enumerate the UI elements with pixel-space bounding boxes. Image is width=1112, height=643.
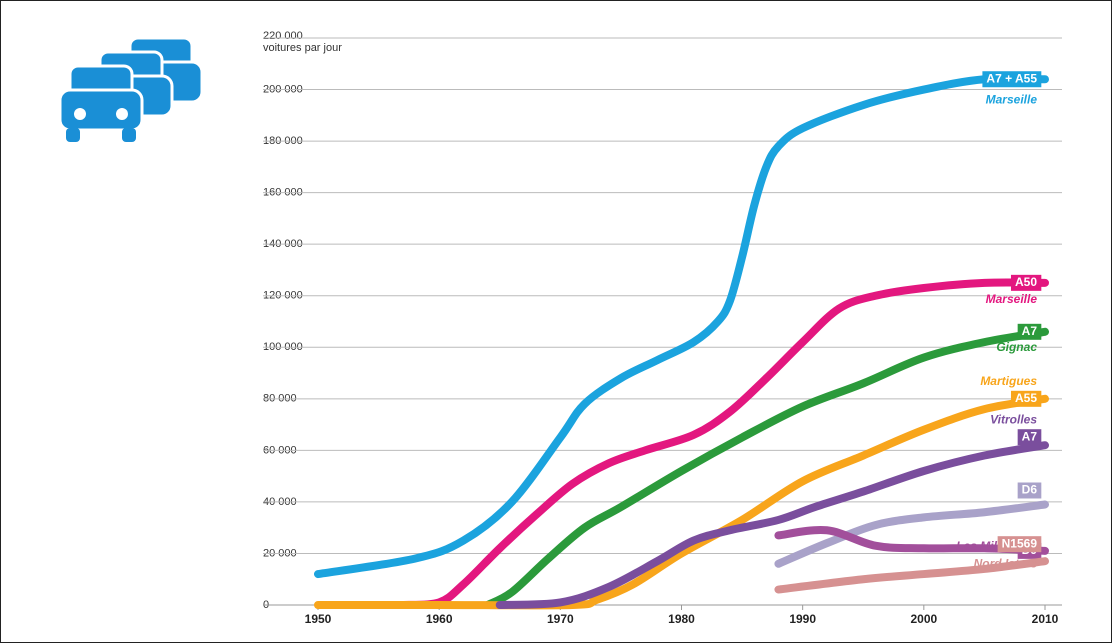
place-label: Marseille [986,292,1038,306]
legend-label: A55 [1015,391,1037,405]
legend-label: A7 [1022,429,1038,443]
legend-box [1010,274,1042,291]
line [774,557,1049,594]
legend-label: N1569 [1002,536,1038,550]
legend-box [1017,482,1042,499]
legend-entry: A7 + A55 Marseille [982,71,1042,106]
legend-entry: A55 Martigues [980,374,1042,407]
legend-entry: A7 Gignac [996,323,1042,354]
place-label: Vitrolles [990,412,1037,426]
x-tick-label: 1990 [789,612,816,626]
x-tick-label: 1980 [668,612,695,626]
legend-box [982,71,1042,88]
legend-entry: A7 Vitrolles [990,412,1042,446]
line [483,327,1049,609]
legend-box [1017,323,1042,340]
legend-entry: A50 Marseille [986,274,1042,306]
x-tick-label: 2010 [1032,612,1059,626]
x-tick-label: 1970 [547,612,574,626]
legend-entry: N1569 Nord Istres [974,536,1042,570]
place-label: Marseille [986,92,1038,106]
legend-box [1010,390,1042,407]
x-tick-label: 1950 [305,612,332,626]
x-tick-label: 1960 [426,612,453,626]
line [495,441,1049,609]
line [398,278,1049,609]
line [774,500,1049,568]
place-label: Martigues [980,374,1037,388]
legend-label: A50 [1015,275,1037,289]
legend-label: A7 + A55 [986,71,1037,85]
legend-box [997,536,1042,553]
x-tick-label: 2000 [910,612,937,626]
y-tick-label: 220 000 [263,30,303,42]
line [314,74,1049,579]
legend-box [1017,429,1042,446]
place-label: Nord Istres [974,556,1038,570]
legend-entry: D6 [1017,482,1042,499]
place-label: Gignac [996,340,1037,354]
legend-label: A7 [1022,324,1038,338]
line [774,525,1049,555]
y-axis-label: voitures par jour [263,42,342,54]
legend-label: D6 [1022,483,1038,497]
car-icon [58,36,204,142]
